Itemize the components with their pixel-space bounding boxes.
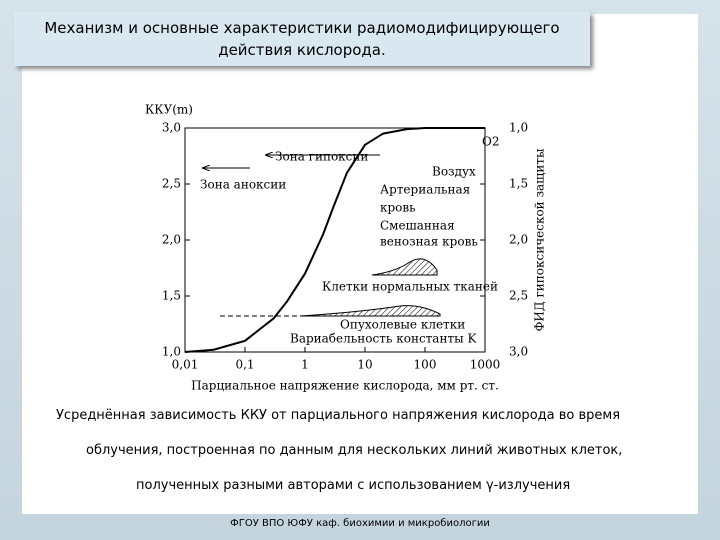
y-axis-label: ККУ(m) bbox=[145, 103, 193, 117]
y2-tick-label: 1,5 bbox=[509, 177, 528, 191]
caption-line: полученных разными авторами с использова… bbox=[136, 478, 571, 493]
curve bbox=[184, 127, 485, 353]
annotation: Смешанная bbox=[380, 219, 455, 233]
annotation: Вариабельность константы K bbox=[290, 332, 477, 346]
x-tick-label: 0,1 bbox=[235, 358, 254, 372]
x-axis-label: Парциальное напряжение кислорода, мм рт.… bbox=[191, 379, 499, 393]
annotation: кровь bbox=[380, 201, 416, 215]
annotation: венозная кровь bbox=[380, 235, 478, 249]
annotation: Воздух bbox=[432, 165, 476, 179]
x-tick-label: 1 bbox=[301, 358, 309, 372]
y2-tick-label: 2,0 bbox=[509, 233, 528, 247]
x-tick-label: 10 bbox=[357, 358, 372, 372]
y-tick-label: 2,0 bbox=[162, 233, 181, 247]
y2-tick-label: 2,5 bbox=[509, 289, 528, 303]
normal-cells-distribution bbox=[371, 258, 438, 276]
x-tick-label: 100 bbox=[414, 358, 437, 372]
annotation: Артериальная bbox=[380, 183, 470, 197]
tumor-cells-distribution bbox=[299, 305, 441, 317]
annotation: O2 bbox=[482, 135, 499, 149]
y2-axis-label: ФИД гипоксической защиты bbox=[533, 148, 547, 332]
caption-line: облучения, построенная по данным для нес… bbox=[86, 443, 623, 458]
slide-title: Механизм и основные характеристики радио… bbox=[14, 12, 590, 66]
annotation: Зона гипоксии bbox=[275, 150, 368, 164]
y-tick-label: 1,5 bbox=[162, 289, 181, 303]
y2-tick-label: 3,0 bbox=[509, 345, 528, 359]
content-panel bbox=[22, 14, 698, 514]
y-tick-label: 2,5 bbox=[162, 177, 181, 191]
annotation: Опухолевые клетки bbox=[340, 318, 465, 332]
x-tick-label: 0,01 bbox=[172, 358, 199, 372]
y2-tick-label: 1,0 bbox=[509, 121, 528, 135]
y-tick-label: 1,0 bbox=[162, 345, 181, 359]
y-tick-label: 3,0 bbox=[162, 121, 181, 135]
x-tick-label: 1000 bbox=[470, 358, 501, 372]
annotation: Зона аноксии bbox=[200, 178, 286, 192]
chart: 1,0 1,5 2,0 2,5 3,0 1,0 1,5 2,0 2,5 3,0 0,01 0,1 1 10… bbox=[145, 103, 547, 393]
annotation: Клетки нормальных тканей bbox=[322, 280, 498, 294]
caption-line: Усреднённая зависимость ККУ от парциальн… bbox=[56, 408, 621, 423]
footer: ФГОУ ВПО ЮФУ каф. биохимии и микробиолог… bbox=[230, 518, 490, 529]
